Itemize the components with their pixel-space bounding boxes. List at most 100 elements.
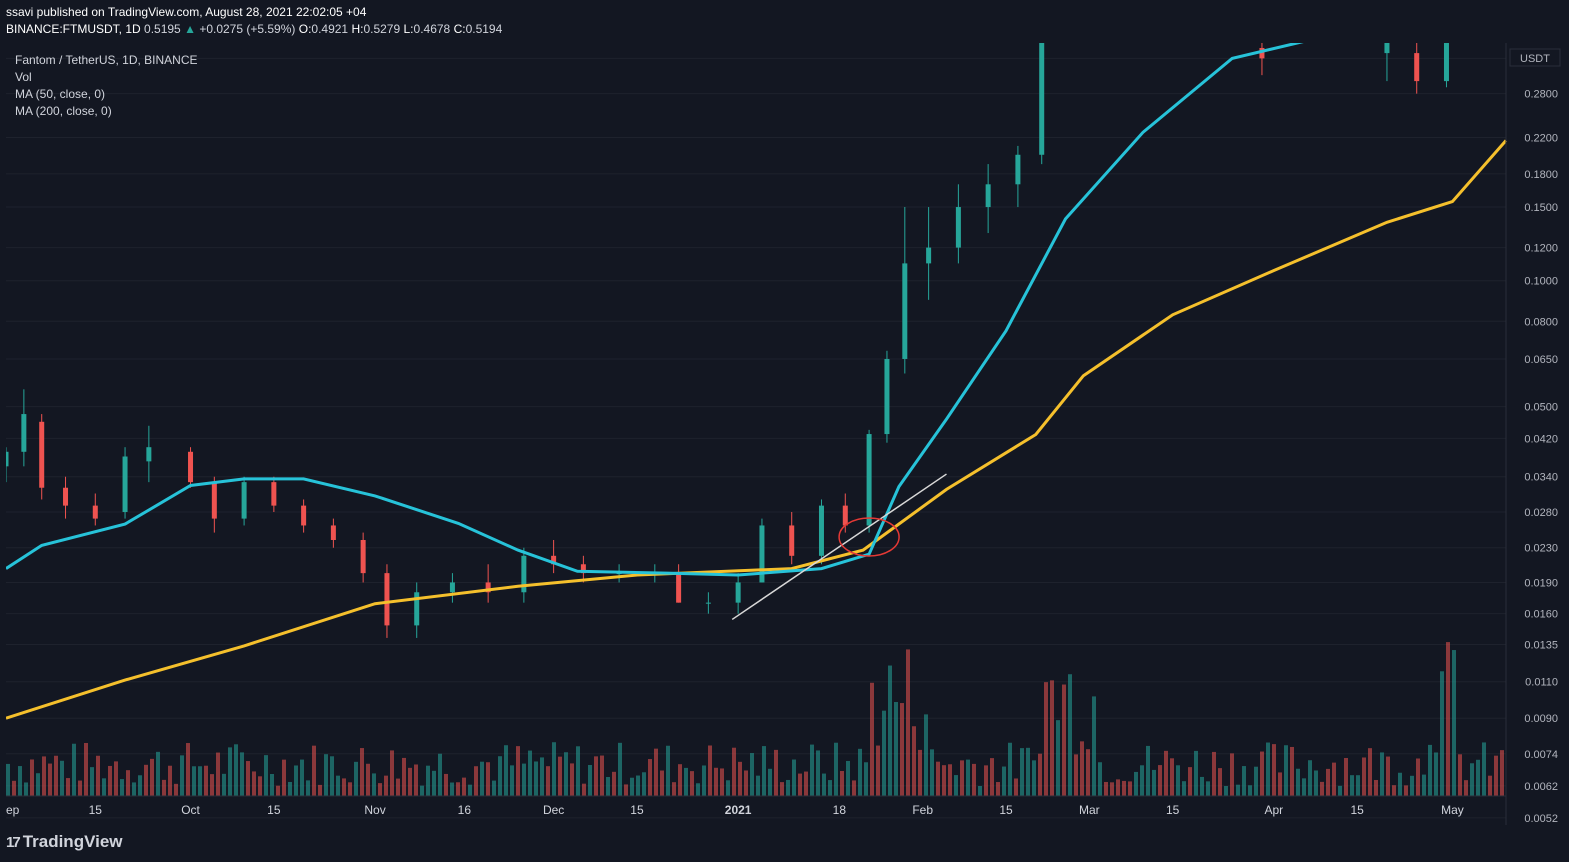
trend-line [731, 473, 947, 621]
volume-bar [708, 745, 712, 796]
volume-bar [1056, 720, 1060, 796]
volume-bar [1374, 779, 1378, 796]
price-axis: 0.34000.28000.22000.18000.15000.12000.10… [1505, 43, 1561, 825]
price-chart[interactable]: 0.34000.28000.22000.18000.15000.12000.10… [6, 43, 1564, 833]
volume-bar [1134, 771, 1138, 796]
brand-name: TradingView [22, 832, 123, 851]
volume-bar [1080, 741, 1084, 796]
candle-body [902, 263, 908, 359]
volume-bar [300, 759, 304, 796]
chart-frame[interactable]: 0.34000.28000.22000.18000.15000.12000.10… [6, 43, 1561, 825]
volume-bar [318, 784, 322, 796]
volume-bar [78, 780, 82, 796]
volume-bar [1050, 680, 1054, 796]
volume-bar [582, 783, 586, 796]
volume-bar [498, 756, 502, 796]
volume-bar [792, 759, 796, 796]
volume-bar [294, 765, 298, 796]
volume-bar [654, 748, 658, 796]
volume-bar [636, 775, 640, 796]
volume-bar [168, 765, 172, 796]
volume-bar [642, 772, 646, 796]
candle-body [122, 456, 128, 512]
volume-bar [90, 767, 94, 796]
volume-bar [240, 752, 244, 796]
volume-bar [480, 761, 484, 796]
volume-bar [66, 778, 70, 796]
volume-bar [84, 742, 88, 796]
volume-bar [1140, 765, 1144, 796]
candle-body [6, 451, 9, 467]
volume-bar [54, 755, 58, 796]
volume-bar [1392, 785, 1396, 796]
volume-bar [1320, 781, 1324, 796]
volume-bar [42, 756, 46, 796]
volume-bar [102, 778, 106, 796]
volume-bar [558, 756, 562, 796]
volume-bar [600, 755, 604, 796]
volume-bar [1218, 768, 1222, 796]
candle-body [1259, 47, 1265, 59]
volume-bar [606, 776, 610, 796]
ma200-line [6, 139, 1508, 720]
volume-bar [1272, 744, 1276, 796]
volume-bar [738, 761, 742, 796]
volume-bar [660, 770, 664, 796]
volume-bar [450, 782, 454, 796]
volume-bar [342, 778, 346, 796]
volume-bar [780, 782, 784, 796]
volume-bar [786, 779, 790, 796]
high-label: H: [351, 22, 364, 36]
volume-bar [456, 782, 460, 796]
volume-bar [1404, 785, 1408, 796]
volume-bar [1158, 765, 1162, 796]
price-tick-label: 0.0800 [1524, 316, 1558, 328]
ohlc-line: BINANCE:FTMUSDT, 1D 0.5195 ▲ +0.0275 (+5… [6, 21, 502, 38]
volume-bar [630, 777, 634, 796]
crossover-circle [838, 517, 900, 557]
volume-bar [852, 780, 856, 796]
volume-bar [414, 764, 418, 796]
volume-bar [1488, 775, 1492, 796]
volume-bar [1302, 778, 1306, 796]
volume-bar [330, 756, 334, 796]
volume-bar [1428, 744, 1432, 796]
volume-bar [1332, 762, 1336, 796]
volume-bar [438, 753, 442, 796]
volume-bar [30, 759, 34, 796]
volume-bar [732, 747, 736, 796]
volume-bar [966, 759, 970, 796]
candle-body [21, 414, 27, 452]
time-tick-label: Dec [543, 803, 564, 817]
legend-ma50: MA (50, close, 0) [15, 87, 105, 101]
candle-body [188, 451, 194, 483]
candle-body [985, 184, 991, 208]
candle-body [842, 505, 848, 526]
volume-bar [594, 756, 598, 796]
volume-bar [336, 775, 340, 796]
tradingview-footer: 17 TradingView [6, 832, 123, 852]
candle-body [1384, 43, 1390, 54]
candle-body [414, 592, 420, 626]
time-tick-label: Mar [1079, 803, 1100, 817]
low-label: L: [403, 22, 414, 36]
candle-body [384, 573, 390, 626]
volume-bar [1176, 765, 1180, 796]
volume-bar [1044, 682, 1048, 796]
volume-bar [1194, 750, 1198, 796]
price-tick-label: 0.0074 [1524, 749, 1558, 761]
legend-volume: Vol [15, 70, 32, 84]
volume-bar [1350, 775, 1354, 796]
volume-bar [366, 763, 370, 796]
volume-bar [474, 766, 478, 796]
volume-bar [1002, 766, 1006, 796]
volume-bar [144, 764, 148, 796]
volume-bar [1260, 751, 1264, 796]
volume-bar [1494, 755, 1498, 796]
volume-bar [1122, 780, 1126, 796]
volume-bar [234, 744, 238, 796]
price-tick-label: 0.1000 [1524, 276, 1558, 288]
volume-bar [198, 766, 202, 796]
volume-bar [768, 768, 772, 796]
volume-bar [1032, 760, 1036, 796]
